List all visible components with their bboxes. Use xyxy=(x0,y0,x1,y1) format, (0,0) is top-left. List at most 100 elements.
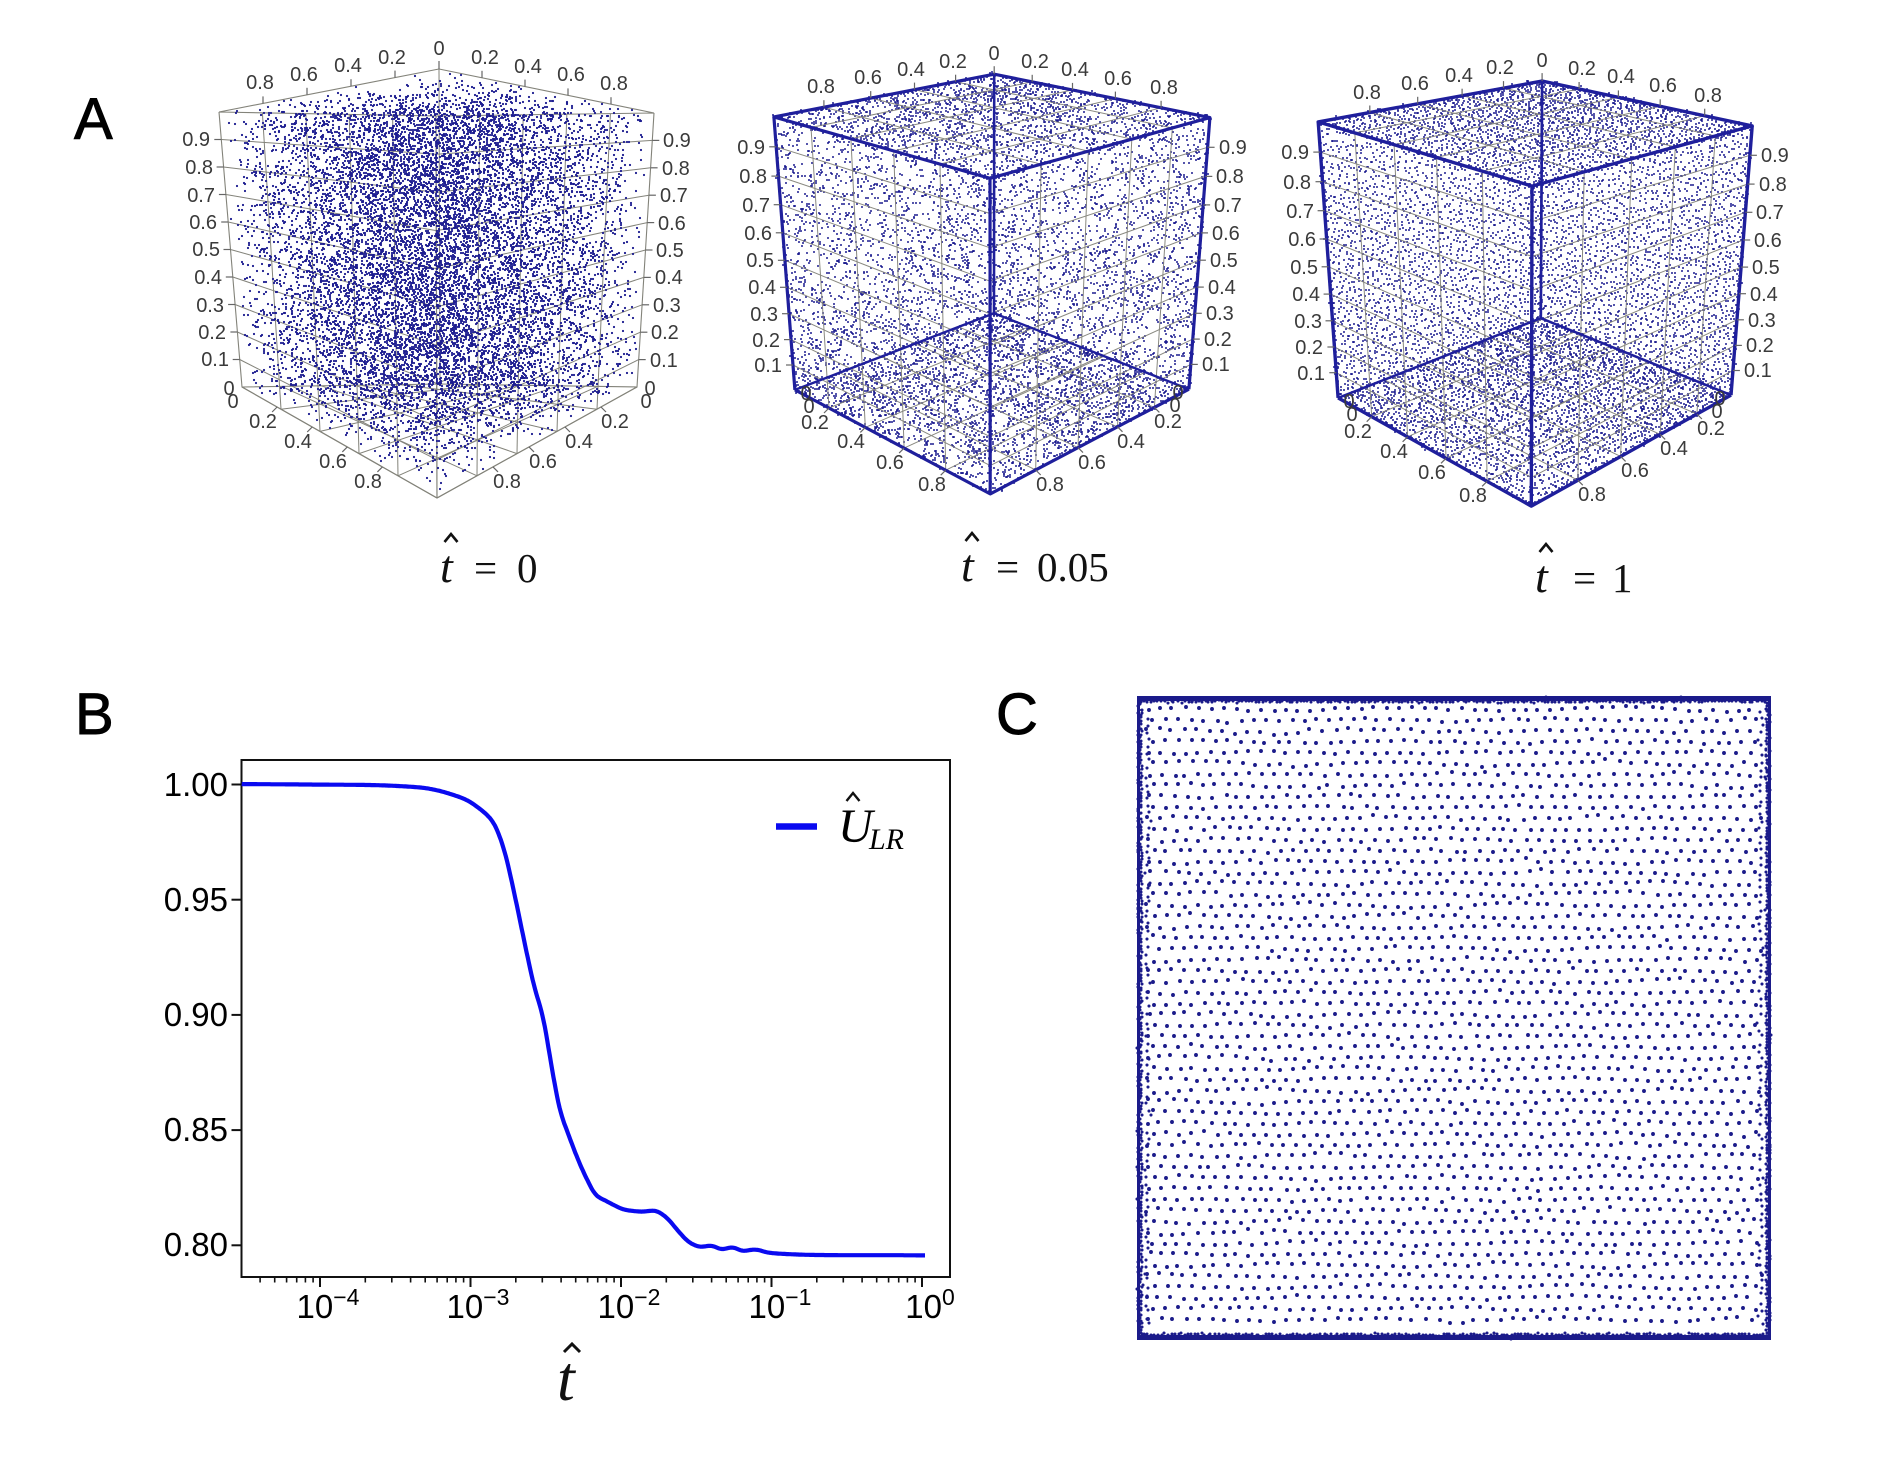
svg-text:0.9: 0.9 xyxy=(663,130,691,152)
svg-text:0.8: 0.8 xyxy=(1578,484,1606,506)
svg-text:0.4: 0.4 xyxy=(284,431,312,453)
svg-text:B: B xyxy=(75,682,114,747)
svg-text:0.2: 0.2 xyxy=(249,411,277,433)
svg-text:0.6: 0.6 xyxy=(189,212,217,234)
svg-text:0.5: 0.5 xyxy=(656,240,684,262)
svg-text:0.2: 0.2 xyxy=(1021,51,1049,73)
svg-text:0.4: 0.4 xyxy=(1208,277,1236,299)
svg-text:0.6: 0.6 xyxy=(529,451,557,473)
svg-text:1: 1 xyxy=(1612,555,1633,601)
svg-text:0.05: 0.05 xyxy=(1037,544,1109,590)
svg-text:0.8: 0.8 xyxy=(1353,82,1381,104)
svg-text:0.9: 0.9 xyxy=(737,137,765,159)
svg-text:0: 0 xyxy=(803,396,814,418)
svg-text:0.8: 0.8 xyxy=(354,471,382,493)
svg-text:0.8: 0.8 xyxy=(1694,85,1722,107)
svg-text:0.2: 0.2 xyxy=(1154,411,1182,433)
svg-text:0.3: 0.3 xyxy=(1748,310,1776,332)
svg-text:0.7: 0.7 xyxy=(187,185,215,207)
svg-text:0: 0 xyxy=(1346,404,1357,426)
svg-text:=: = xyxy=(1573,555,1596,601)
svg-text:0.7: 0.7 xyxy=(1214,195,1242,217)
svg-text:0.8: 0.8 xyxy=(918,474,946,496)
svg-text:0.4: 0.4 xyxy=(1061,59,1089,81)
svg-text:0.6: 0.6 xyxy=(876,452,904,474)
svg-text:0.6: 0.6 xyxy=(1649,75,1677,97)
svg-text:0.2: 0.2 xyxy=(752,330,780,352)
svg-text:C: C xyxy=(996,682,1038,747)
svg-text:0.4: 0.4 xyxy=(897,59,925,81)
svg-text:0.1: 0.1 xyxy=(754,355,782,377)
svg-text:0.4: 0.4 xyxy=(1292,284,1320,306)
svg-text:0.8: 0.8 xyxy=(600,73,628,95)
svg-text:0.3: 0.3 xyxy=(653,295,681,317)
svg-text:10−4: 10−4 xyxy=(297,1284,360,1325)
svg-text:0: 0 xyxy=(800,383,811,405)
svg-text:0.4: 0.4 xyxy=(1380,441,1408,463)
svg-text:0.2: 0.2 xyxy=(1486,57,1514,79)
svg-text:0.6: 0.6 xyxy=(1212,223,1240,245)
svg-text:0.6: 0.6 xyxy=(658,213,686,235)
svg-text:t: t xyxy=(1535,551,1549,602)
svg-text:0.4: 0.4 xyxy=(748,277,776,299)
svg-text:0.4: 0.4 xyxy=(1607,66,1635,88)
svg-text:0.4: 0.4 xyxy=(837,431,865,453)
svg-text:0.2: 0.2 xyxy=(1204,329,1232,351)
svg-text:0.3: 0.3 xyxy=(196,295,224,317)
svg-text:0.2: 0.2 xyxy=(1568,58,1596,80)
svg-text:0: 0 xyxy=(1172,382,1183,404)
svg-text:0.4: 0.4 xyxy=(655,267,683,289)
svg-text:0.2: 0.2 xyxy=(1295,337,1323,359)
svg-text:0.8: 0.8 xyxy=(807,76,835,98)
svg-text:t: t xyxy=(961,540,975,591)
svg-text:0: 0 xyxy=(433,38,444,60)
svg-text:0.7: 0.7 xyxy=(1286,201,1314,223)
svg-text:0.8: 0.8 xyxy=(662,158,690,180)
svg-text:0.6: 0.6 xyxy=(1078,452,1106,474)
svg-text:0.5: 0.5 xyxy=(1210,250,1238,272)
svg-text:0.8: 0.8 xyxy=(185,157,213,179)
svg-text:0.8: 0.8 xyxy=(1283,172,1311,194)
svg-text:0: 0 xyxy=(640,391,651,413)
svg-text:0: 0 xyxy=(223,378,234,400)
svg-text:0.6: 0.6 xyxy=(1401,73,1429,95)
svg-text:0.2: 0.2 xyxy=(1746,335,1774,357)
svg-text:0: 0 xyxy=(644,378,655,400)
svg-text:0: 0 xyxy=(1343,391,1354,413)
svg-text:0.5: 0.5 xyxy=(192,239,220,261)
svg-text:=: = xyxy=(474,545,497,591)
svg-text:0.3: 0.3 xyxy=(750,304,778,326)
svg-text:0.4: 0.4 xyxy=(1117,431,1145,453)
svg-text:0.6: 0.6 xyxy=(744,223,772,245)
svg-text:0.9: 0.9 xyxy=(1281,142,1309,164)
svg-text:0: 0 xyxy=(1714,388,1725,410)
svg-text:0.3: 0.3 xyxy=(1294,311,1322,333)
svg-text:0.2: 0.2 xyxy=(601,411,629,433)
svg-text:1.00: 1.00 xyxy=(164,766,228,803)
svg-text:0.2: 0.2 xyxy=(471,47,499,69)
svg-text:0.9: 0.9 xyxy=(1761,145,1789,167)
svg-text:0: 0 xyxy=(517,545,538,591)
svg-text:0.8: 0.8 xyxy=(1216,166,1244,188)
svg-text:0.8: 0.8 xyxy=(1150,77,1178,99)
svg-text:0.4: 0.4 xyxy=(334,55,362,77)
svg-text:0.1: 0.1 xyxy=(1297,363,1325,385)
svg-text:0.3: 0.3 xyxy=(1206,303,1234,325)
svg-text:0.4: 0.4 xyxy=(194,267,222,289)
svg-text:0.2: 0.2 xyxy=(198,322,226,344)
svg-text:0.6: 0.6 xyxy=(854,67,882,89)
svg-text:0.7: 0.7 xyxy=(660,185,688,207)
svg-text:0.2: 0.2 xyxy=(1697,418,1725,440)
svg-text:0.4: 0.4 xyxy=(1750,284,1778,306)
svg-text:0.6: 0.6 xyxy=(1754,230,1782,252)
svg-text:0.5: 0.5 xyxy=(746,250,774,272)
svg-text:0.85: 0.85 xyxy=(164,1111,228,1148)
svg-text:0.5: 0.5 xyxy=(1752,257,1780,279)
svg-text:0.8: 0.8 xyxy=(246,72,274,94)
svg-text:0.80: 0.80 xyxy=(164,1226,228,1263)
svg-text:0: 0 xyxy=(1711,401,1722,423)
svg-text:0.6: 0.6 xyxy=(1621,460,1649,482)
svg-text:0.4: 0.4 xyxy=(1660,438,1688,460)
svg-text:0.4: 0.4 xyxy=(565,431,593,453)
svg-text:U: U xyxy=(838,800,876,853)
